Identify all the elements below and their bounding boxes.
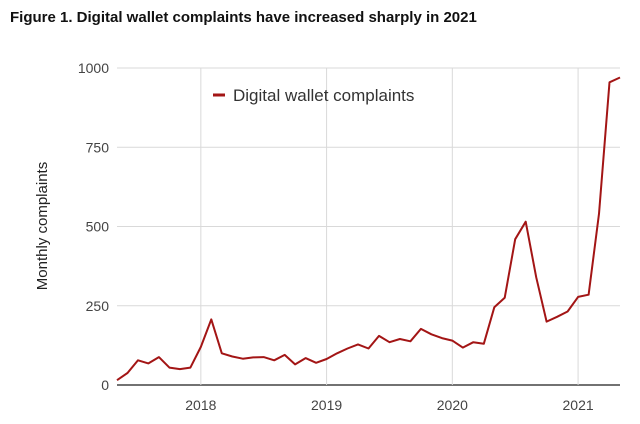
legend-label: Digital wallet complaints: [233, 86, 414, 105]
chart-title: Figure 1. Digital wallet complaints have…: [10, 9, 477, 26]
y-tick-label: 1000: [78, 60, 109, 76]
x-tick-label: 2020: [437, 397, 468, 413]
y-tick-label: 0: [101, 377, 109, 393]
y-tick-label: 250: [86, 298, 110, 314]
y-tick-label: 750: [86, 139, 110, 155]
y-axis-label: Monthly complaints: [34, 162, 51, 290]
series-line: [116, 76, 621, 382]
x-tick-label: 2021: [563, 397, 594, 413]
y-tick-label: 500: [86, 219, 110, 235]
x-tick-label: 2018: [185, 397, 216, 413]
x-tick-label: 2019: [311, 397, 342, 413]
